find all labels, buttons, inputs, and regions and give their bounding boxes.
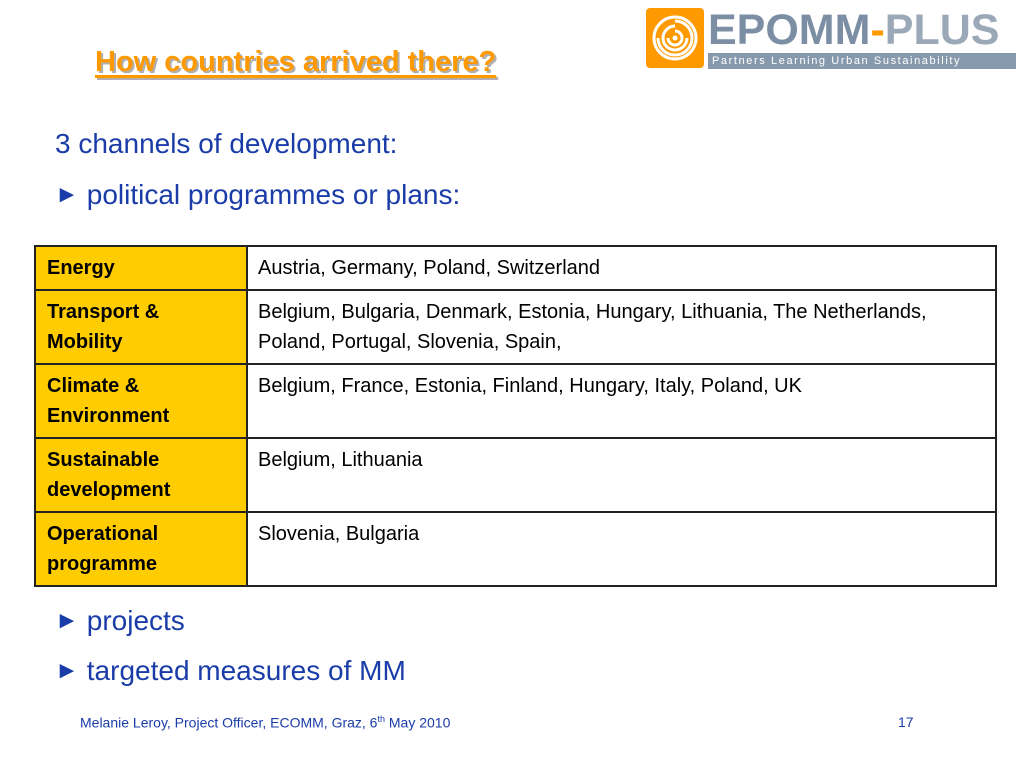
slide-title: How countries arrived there?: [95, 46, 497, 78]
category-cell: Energy: [34, 245, 248, 291]
bullet-label: targeted measures of MM: [86, 655, 406, 686]
countries-cell: Slovenia, Bulgaria: [246, 511, 997, 587]
bullet-targeted-measures: ► targeted measures of MM: [55, 655, 406, 687]
table-row: Energy Austria, Germany, Poland, Switzer…: [34, 245, 997, 291]
arrow-bullet-icon: ►: [55, 181, 79, 208]
arrow-bullet-icon: ►: [55, 607, 79, 634]
plans-table: Energy Austria, Germany, Poland, Switzer…: [34, 245, 997, 587]
countries-cell: Austria, Germany, Poland, Switzerland: [246, 245, 997, 291]
logo-swirl-icon: [646, 8, 704, 68]
intro-text: 3 channels of development:: [55, 128, 398, 159]
category-cell: Operational programme: [34, 511, 248, 587]
bullet-projects: ► projects: [55, 605, 185, 637]
table-row: Sustainable development Belgium, Lithuan…: [34, 437, 997, 513]
logo-wordmark: EPOMM-PLUS: [708, 6, 1000, 54]
logo-tagline: Partners Learning Urban Sustainability: [708, 53, 1016, 69]
table-row: Operational programme Slovenia, Bulgaria: [34, 511, 997, 587]
bullet-label: projects: [86, 605, 185, 636]
page-number: 17: [898, 714, 914, 730]
table-row: Climate & Environment Belgium, France, E…: [34, 363, 997, 439]
epomm-plus-logo: EPOMM-PLUS Partners Learning Urban Susta…: [646, 6, 1016, 70]
table-row: Transport & Mobility Belgium, Bulgaria, …: [34, 289, 997, 365]
bullet-label: political programmes or plans:: [86, 179, 461, 210]
countries-cell: Belgium, Lithuania: [246, 437, 997, 513]
footer-credit: Melanie Leroy, Project Officer, ECOMM, G…: [80, 714, 451, 731]
bullet-political: ► political programmes or plans:: [55, 179, 460, 211]
countries-cell: Belgium, Bulgaria, Denmark, Estonia, Hun…: [246, 289, 997, 365]
category-cell: Climate & Environment: [34, 363, 248, 439]
arrow-bullet-icon: ►: [55, 657, 79, 684]
category-cell: Transport & Mobility: [34, 289, 248, 365]
countries-cell: Belgium, France, Estonia, Finland, Hunga…: [246, 363, 997, 439]
category-cell: Sustainable development: [34, 437, 248, 513]
